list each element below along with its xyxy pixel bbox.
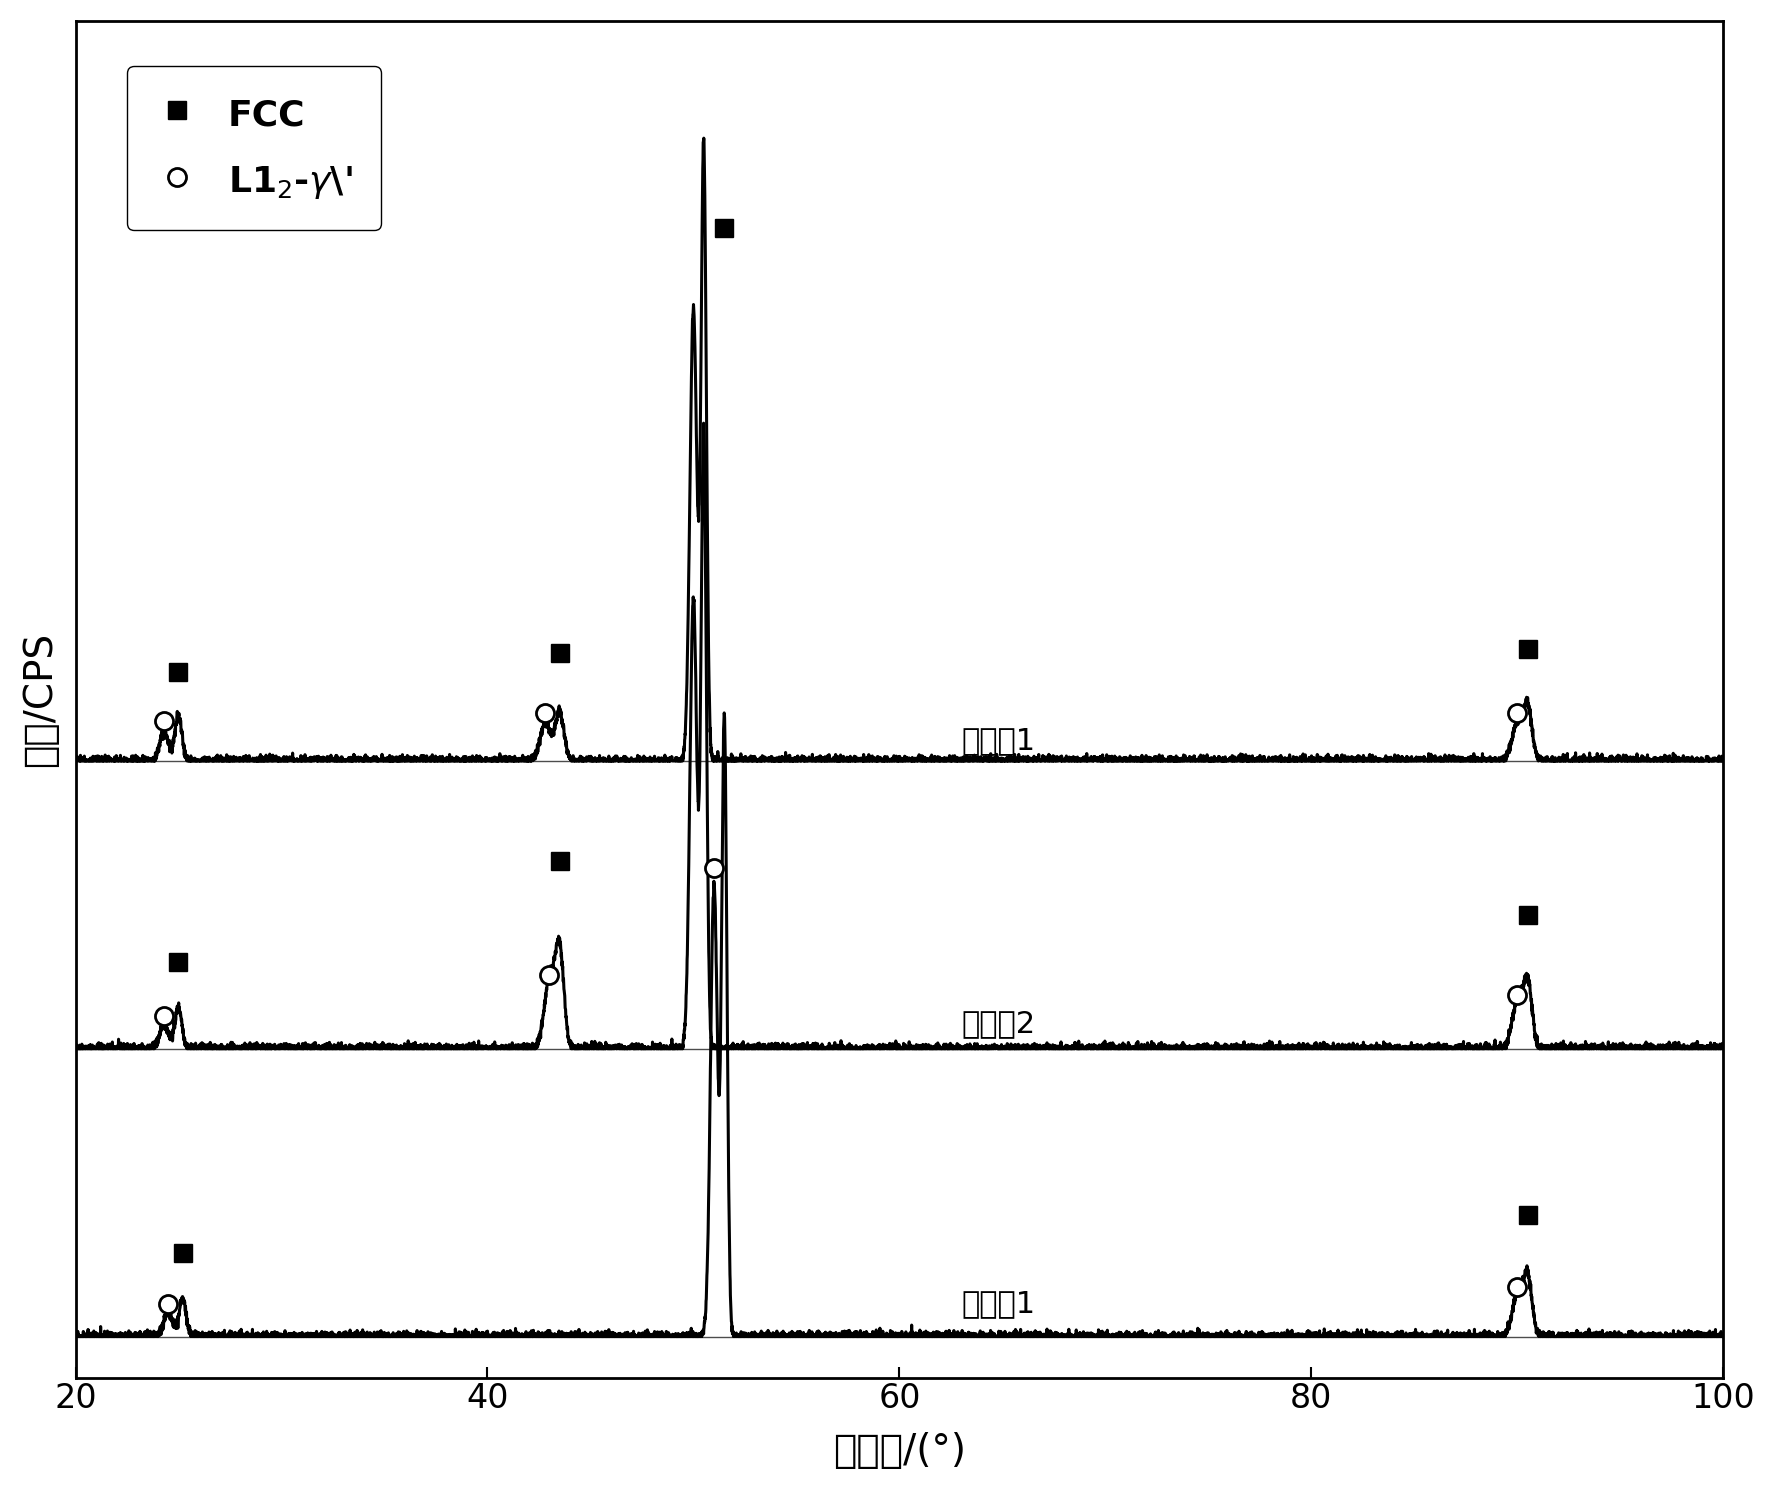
- Text: 实施例1: 实施例1: [961, 1290, 1035, 1318]
- Text: 对照例1: 对照例1: [961, 726, 1035, 754]
- Text: 对照例2: 对照例2: [961, 1009, 1035, 1039]
- Y-axis label: 强度/CPS: 强度/CPS: [21, 632, 59, 766]
- Legend: FCC, L1$_2$-$\gamma$\': FCC, L1$_2$-$\gamma$\': [126, 66, 382, 230]
- X-axis label: 衍射角/(°): 衍射角/(°): [833, 1433, 966, 1470]
